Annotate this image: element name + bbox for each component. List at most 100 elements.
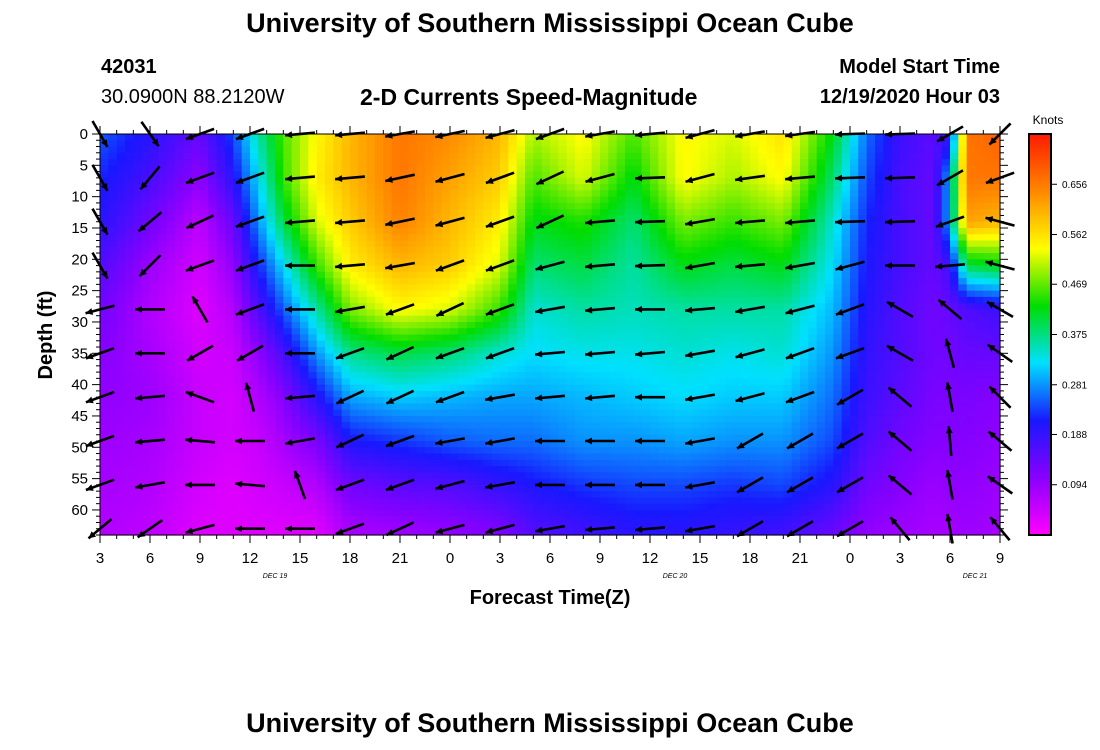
heatmap-cell xyxy=(375,259,384,267)
heatmap-cell xyxy=(666,315,676,323)
heatmap-cell xyxy=(475,134,484,141)
heatmap-cell xyxy=(725,196,734,204)
heatmap-cell xyxy=(616,152,626,160)
heatmap-cell xyxy=(608,365,618,373)
heatmap-cell xyxy=(175,184,184,191)
heatmap-cell xyxy=(733,472,743,480)
heatmap-cell xyxy=(683,165,693,173)
heatmap-cell xyxy=(616,140,626,148)
heatmap-cell xyxy=(691,278,701,285)
heatmap-cell xyxy=(591,227,601,235)
heatmap-cell xyxy=(150,253,159,260)
heatmap-cell xyxy=(291,296,301,304)
heatmap-cell xyxy=(533,202,543,210)
heatmap-cell xyxy=(491,491,501,499)
heatmap-cell xyxy=(383,378,393,386)
heatmap-cell xyxy=(550,384,559,392)
heatmap-cell xyxy=(533,484,543,492)
heatmap-cell xyxy=(733,347,743,354)
heatmap-cell xyxy=(491,428,501,436)
heatmap-cell xyxy=(300,284,309,292)
heatmap-cell xyxy=(591,415,601,423)
heatmap-cell xyxy=(458,159,468,166)
heatmap-cell xyxy=(450,171,459,179)
heatmap-cell xyxy=(366,227,376,235)
heatmap-cell xyxy=(108,184,118,191)
heatmap-cell xyxy=(666,246,676,254)
heatmap-cell xyxy=(525,390,534,398)
heatmap-cell xyxy=(333,146,343,154)
heatmap-cell xyxy=(741,516,751,524)
heatmap-cell xyxy=(208,359,218,367)
heatmap-cell xyxy=(508,459,518,467)
heatmap-cell xyxy=(200,428,209,436)
heatmap-cell xyxy=(550,246,559,254)
heatmap-cell xyxy=(116,309,126,317)
heatmap-cell xyxy=(141,415,151,423)
heatmap-cell xyxy=(166,146,176,154)
heatmap-cell xyxy=(741,259,751,267)
heatmap-cell xyxy=(591,340,601,348)
heatmap-cell xyxy=(575,253,584,260)
heatmap-cell xyxy=(375,290,384,298)
heatmap-cell xyxy=(500,265,509,273)
heatmap-cell xyxy=(675,491,684,499)
heatmap-cell xyxy=(483,209,493,217)
heatmap-cell xyxy=(525,441,534,448)
heatmap-cell xyxy=(166,415,176,423)
heatmap-cell xyxy=(491,296,501,304)
heatmap-cell xyxy=(316,165,326,173)
heatmap-cell xyxy=(608,334,618,342)
heatmap-cell xyxy=(208,378,218,386)
heatmap-cell xyxy=(508,152,518,160)
heatmap-cell xyxy=(316,434,326,442)
heatmap-cell xyxy=(466,434,476,442)
heatmap-cell xyxy=(175,146,184,154)
heatmap-cell xyxy=(200,334,209,342)
heatmap-cell xyxy=(366,528,376,536)
heatmap-cell xyxy=(258,522,268,530)
heatmap-cell xyxy=(600,334,609,342)
heatmap-cell xyxy=(433,372,443,379)
heatmap-cell xyxy=(200,146,209,154)
heatmap-cell xyxy=(391,340,401,348)
heatmap-cell xyxy=(525,253,534,260)
heatmap-cell xyxy=(358,134,368,141)
heatmap-cell xyxy=(383,447,393,455)
heatmap-cell xyxy=(458,209,468,217)
heatmap-cell xyxy=(583,409,593,417)
heatmap-cell xyxy=(250,271,259,279)
heatmap-cell xyxy=(200,134,209,141)
heatmap-cell xyxy=(291,159,301,166)
heatmap-cell xyxy=(658,353,668,361)
heatmap-cell xyxy=(175,196,184,204)
heatmap-cell xyxy=(450,271,459,279)
heatmap-cell xyxy=(291,353,301,361)
heatmap-cell xyxy=(675,347,684,354)
heatmap-cell xyxy=(225,415,234,423)
heatmap-cell xyxy=(650,196,659,204)
heatmap-cell xyxy=(433,253,443,260)
heatmap-cell xyxy=(266,140,276,148)
heatmap-cell xyxy=(350,459,359,467)
heatmap-cell xyxy=(533,215,543,223)
heatmap-cell xyxy=(308,234,318,242)
heatmap-cell xyxy=(691,265,701,273)
heatmap-cell xyxy=(441,353,451,361)
heatmap-cell xyxy=(475,152,484,160)
heatmap-cell xyxy=(483,522,493,530)
heatmap-cell xyxy=(341,390,351,398)
heatmap-cell xyxy=(516,353,526,361)
heatmap-cell xyxy=(258,397,268,405)
heatmap-cell xyxy=(450,415,459,423)
heatmap-cell xyxy=(100,503,109,511)
heatmap-cell xyxy=(400,378,409,386)
heatmap-cell xyxy=(225,422,234,430)
heatmap-cell xyxy=(383,296,393,304)
heatmap-cell xyxy=(541,321,551,329)
heatmap-cell xyxy=(183,472,193,480)
heatmap-cell xyxy=(200,403,209,411)
heatmap-cell xyxy=(533,478,543,486)
heatmap-cell xyxy=(350,472,359,480)
heatmap-cell xyxy=(600,259,609,267)
